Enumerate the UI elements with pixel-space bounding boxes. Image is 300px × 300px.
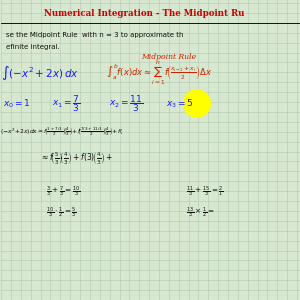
Text: $\int(-x^2 + 2x)\,dx$: $\int(-x^2 + 2x)\,dx$ [1, 64, 79, 82]
Circle shape [184, 90, 210, 117]
Text: $\frac{3}{3}+\frac{7}{3} = \frac{10}{3}$: $\frac{3}{3}+\frac{7}{3} = \frac{10}{3}$ [46, 185, 80, 199]
Text: se the Midpoint Rule  with n = 3 to approximate th: se the Midpoint Rule with n = 3 to appro… [6, 32, 183, 38]
Text: $\int_a^b f(x)dx \approx \sum_{i=1}^{n} f\!\left(\frac{x_{i-1}+x_i}{2}\right)\De: $\int_a^b f(x)dx \approx \sum_{i=1}^{n} … [106, 60, 212, 87]
Text: Midpoint Rule: Midpoint Rule [141, 53, 196, 61]
Text: $x_0 = 1$: $x_0 = 1$ [3, 97, 31, 110]
Text: $\frac{11}{3}+\frac{15}{3} = \frac{2}{1}$: $\frac{11}{3}+\frac{15}{3} = \frac{2}{1}… [186, 185, 224, 199]
Text: $\approx f\!\left(\frac{5}{3}\right)\!\!\left(\frac{4}{3}\right) + f(3)\!\left(\: $\approx f\!\left(\frac{5}{3}\right)\!\!… [40, 151, 113, 167]
Text: $(-x^2\!+\!2x)dx \approx f\!\!\left(\frac{1+7/3}{2}\right)\!\!\left(\frac{4}{3}\: $(-x^2\!+\!2x)dx \approx f\!\!\left(\fra… [0, 126, 123, 138]
Text: $\frac{13}{3} \times \frac{1}{2} =$: $\frac{13}{3} \times \frac{1}{2} =$ [186, 206, 216, 220]
Text: Numerical Integration - The Midpoint Ru: Numerical Integration - The Midpoint Ru [44, 9, 245, 18]
Text: $x_2 = \dfrac{11}{3}$: $x_2 = \dfrac{11}{3}$ [109, 93, 143, 114]
Text: $x_1 = \dfrac{7}{3}$: $x_1 = \dfrac{7}{3}$ [52, 93, 81, 114]
Text: $x_3 = 5$: $x_3 = 5$ [166, 97, 194, 110]
Text: $\frac{10}{3} \cdot \frac{1}{2} = \frac{5}{3}$: $\frac{10}{3} \cdot \frac{1}{2} = \frac{… [46, 206, 77, 220]
Text: efinite integral.: efinite integral. [6, 44, 59, 50]
